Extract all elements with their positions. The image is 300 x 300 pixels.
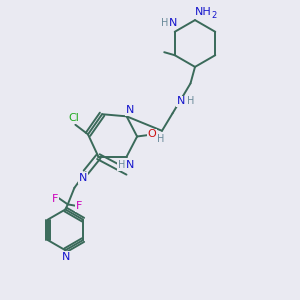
Text: H: H — [118, 160, 125, 170]
Text: H: H — [187, 96, 194, 106]
Text: O: O — [148, 129, 157, 140]
Text: N: N — [126, 105, 134, 115]
Text: N: N — [126, 160, 134, 170]
Text: N: N — [177, 96, 186, 106]
Text: F: F — [76, 201, 83, 211]
Text: N: N — [79, 173, 87, 183]
Text: 2: 2 — [212, 11, 217, 20]
Text: Cl: Cl — [68, 113, 79, 123]
Text: N: N — [169, 18, 177, 28]
Text: N: N — [62, 252, 70, 262]
Text: NH: NH — [195, 7, 212, 17]
Text: H: H — [160, 18, 168, 28]
Text: F: F — [52, 194, 59, 204]
Text: H: H — [158, 134, 165, 144]
